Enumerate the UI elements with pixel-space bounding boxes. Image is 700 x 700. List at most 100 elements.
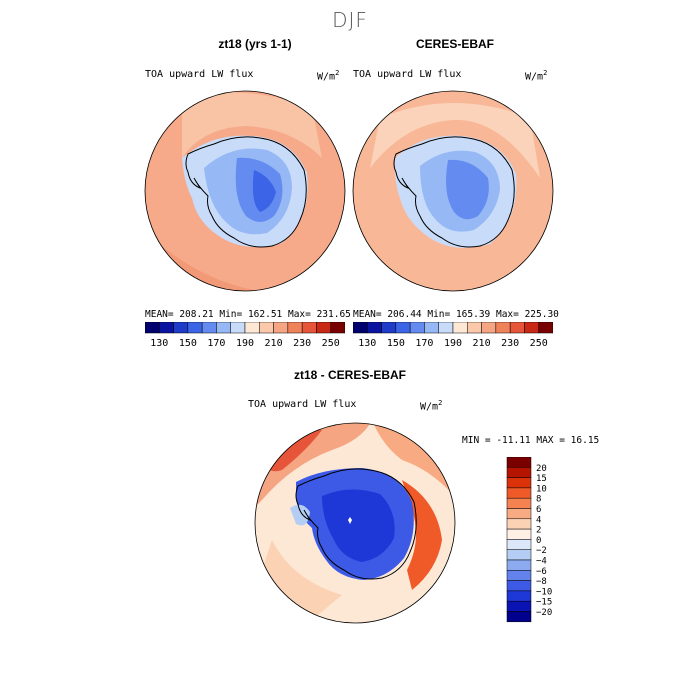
panel1-colorbar-swatch	[187, 322, 203, 334]
panel1-colorbar-swatch	[301, 322, 317, 334]
panel3-stats: MIN = -11.11 MAX = 16.15	[462, 435, 600, 446]
panel1-coastline	[185, 136, 307, 248]
panel1-colorbar-swatch	[201, 322, 217, 334]
panel3-colorbar-swatch	[506, 497, 532, 509]
panel3-colorbar-swatch	[506, 518, 532, 530]
panel3-colorbar-swatch	[506, 570, 532, 581]
panel3-colorbar-tick-label: −4	[536, 557, 547, 567]
panel2-colorbar-tick-label: 230	[501, 338, 519, 349]
panel3-cold-core	[322, 489, 395, 562]
panel1-colorbar-swatch	[316, 322, 331, 334]
panel3-colorbar-swatch	[506, 559, 532, 571]
panel3-colorbar-tick-label: 2	[536, 526, 541, 536]
panel3-coastline	[295, 468, 417, 580]
panel1-colorbar-swatch	[330, 322, 345, 334]
panel3-colorbar-tick-label: 20	[536, 464, 547, 474]
panel1-colorbar-swatch	[216, 322, 231, 334]
panel3-colorbar-tick-label: 0	[536, 536, 541, 546]
panel1-colorbar-tick-label: 210	[265, 338, 283, 349]
panel3-warm-sw	[262, 540, 342, 620]
panel2-midlat-band	[370, 103, 540, 178]
panel1-colorbar-tick-label: 150	[179, 338, 197, 349]
panel2-colorbar-swatch	[395, 322, 411, 334]
panel2-colorbar-tick-label: 190	[444, 338, 462, 349]
panel2-ice-inner	[446, 159, 489, 220]
panel3-colorbar-tick-label: 8	[536, 495, 541, 505]
panel3-map-border	[254, 422, 456, 624]
panel2-colorbar-swatch	[424, 322, 439, 334]
panel3-cool-patch	[290, 504, 310, 526]
panel2-colorbar-swatch	[509, 322, 525, 334]
panel3-colorbar-swatch	[506, 457, 532, 468]
panel2-colorbar-swatch	[409, 322, 425, 334]
panel2-colorbar-swatch	[481, 322, 497, 334]
panel3-colorbar-tick-label: −8	[536, 577, 547, 587]
panel3-colorbar-tick-label: −15	[536, 598, 552, 608]
panel3-colorbar-tick-label: −10	[536, 587, 552, 597]
panel2-title: CERES-EBAF	[415, 37, 494, 51]
panel2-stats: MEAN= 206.44 Min= 165.39 Max= 225.30	[353, 309, 559, 320]
panel1-midlat-band	[182, 92, 322, 158]
panel3-colorbar-tick-label: −6	[536, 567, 547, 577]
panel1-stats: MEAN= 208.21 Min= 162.51 Max= 231.65	[145, 309, 351, 320]
panel3-polar-map	[254, 422, 456, 624]
season-title: DJF	[332, 8, 368, 32]
panel3-colorbar-swatch	[506, 539, 532, 550]
panel1-colorbar-swatch	[287, 322, 303, 334]
panel2-colorbar-swatch	[467, 322, 482, 334]
panel3-field-label: TOA upward LW flux	[248, 399, 357, 410]
panel3-colorbar-tick-label: 15	[536, 474, 547, 484]
panel1-unit-label: W/m2	[317, 69, 340, 83]
panel2-colorbar-swatch	[381, 322, 397, 334]
panel2-colorbar-swatch	[353, 322, 368, 334]
panel1-map-border	[144, 90, 346, 292]
panel3-colorbar-swatch	[506, 477, 532, 489]
panel1-field-label: TOA upward LW flux	[145, 69, 254, 80]
panel3-colorbar-swatch	[506, 467, 532, 478]
panel3-colorbar-tick-label: −2	[536, 546, 547, 556]
panel1-colorbar-swatch	[145, 322, 160, 334]
panel2-colorbar-tick-label: 130	[358, 338, 376, 349]
panel1-title: zt18 (yrs 1-1)	[218, 37, 292, 51]
panel2-colorbar-tick-label: 150	[387, 338, 405, 349]
panel3-colorbar-swatch	[506, 611, 532, 623]
panel2-colorbar-swatch	[452, 322, 468, 334]
panel3-colorbar-tick-label: 10	[536, 484, 547, 494]
panel2-field-label: TOA upward LW flux	[353, 69, 462, 80]
panel2-coastline	[393, 136, 515, 248]
panel2-colorbar-swatch	[524, 322, 539, 334]
panel3-colorbar-swatch	[506, 549, 532, 561]
panel3-unit-label: W/m2	[420, 399, 443, 413]
panel2-colorbar-tick-label: 170	[415, 338, 433, 349]
panel1-colorbar-swatch	[230, 322, 246, 334]
panel1-colorbar-swatch	[273, 322, 289, 334]
panel3-colorbar-swatch	[506, 590, 532, 602]
panel2-map-border	[352, 90, 554, 292]
panel1-colorbar-tick-label: 190	[236, 338, 254, 349]
panel3-colorbar-swatch	[506, 600, 532, 612]
panel1-colorbar-swatch	[173, 322, 189, 334]
panel3-colorbar-swatch	[506, 528, 532, 540]
panel1-colorbar-tick-label: 230	[293, 338, 311, 349]
panel2-colorbar-swatch	[367, 322, 382, 334]
panel2-colorbar: 130150170190210230250270	[353, 322, 553, 349]
panel3-title: zt18 - CERES-EBAF	[293, 368, 406, 382]
panel2-colorbar-swatch	[438, 322, 454, 334]
panel3-colorbar-tick-label: 6	[536, 505, 541, 515]
panel1-polar-map	[144, 90, 346, 292]
panel3-colorbar-swatch	[506, 580, 532, 592]
panel1-colorbar: 130150170190210230250270	[145, 322, 345, 349]
panel2-colorbar-tick-label: 210	[473, 338, 491, 349]
panel1-colorbar-tick-label: 170	[207, 338, 225, 349]
panel2-polar-map	[352, 90, 554, 292]
panel1-ice-core	[252, 170, 276, 212]
panel3-colorbar-tick-label: 4	[536, 515, 541, 525]
panel2-colorbar-swatch	[538, 322, 553, 334]
panel1-colorbar-tick-label: 130	[150, 338, 168, 349]
panel1-colorbar-swatch	[259, 322, 274, 334]
panel2-unit-label: W/m2	[525, 69, 548, 83]
panel1-colorbar-swatch	[244, 322, 260, 334]
panel1-colorbar-tick-label: 250	[322, 338, 340, 349]
panel3-colorbar-tick-label: −20	[536, 608, 552, 618]
